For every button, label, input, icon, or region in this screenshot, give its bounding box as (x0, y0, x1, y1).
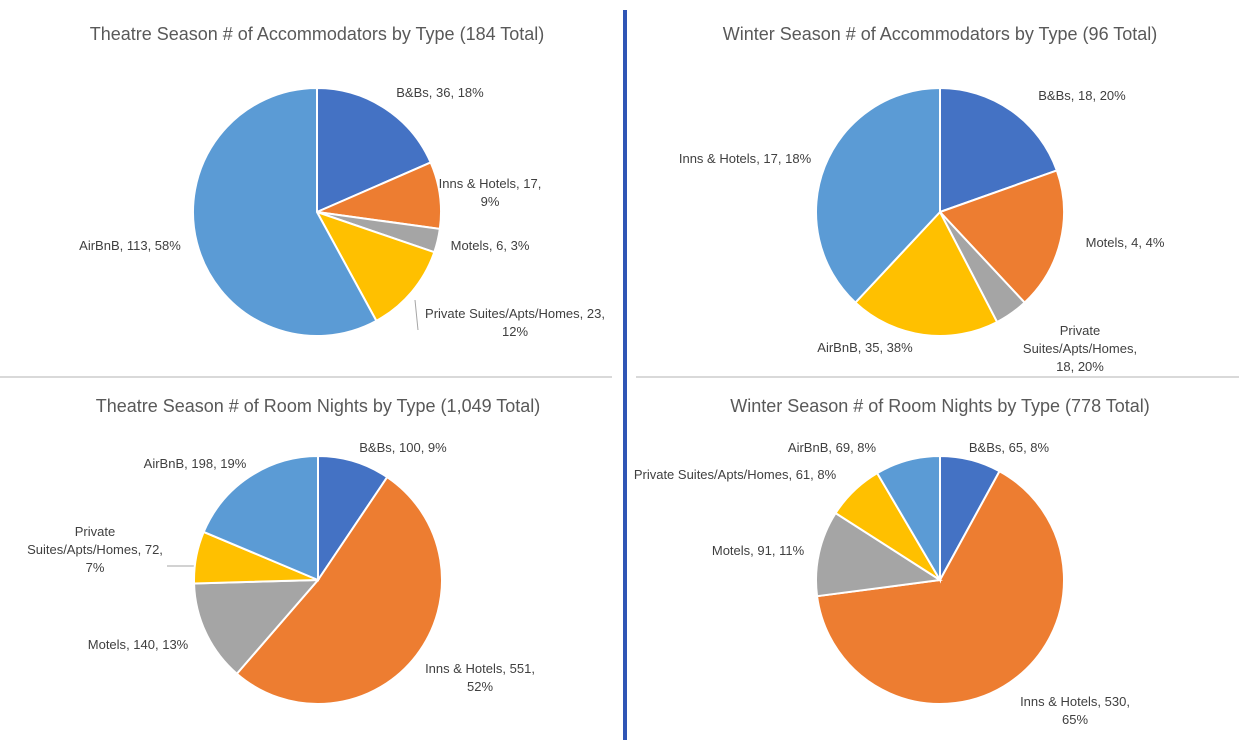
label-value: 91, 11% (757, 543, 805, 558)
label-value: 35, 38% (865, 340, 913, 355)
label-category: Private Suites/Apts/Homes (425, 306, 580, 321)
label-value: 61, 8% (795, 467, 837, 482)
label-value: 551, 52% (466, 661, 535, 694)
chart-title: Winter Season # of Room Nights by Type (… (730, 396, 1150, 416)
data-label: Private Suites/Apts/Homes, 72, 7% (27, 524, 163, 575)
label-value: 6, 3% (496, 238, 530, 253)
label-category: Private Suites/Apts/Homes (1022, 323, 1134, 356)
pie-slice (938, 169, 1065, 305)
data-label: AirBnB, 69, 8% (787, 440, 877, 455)
label-category: Motels (1085, 235, 1124, 250)
label-category: AirBnB (817, 340, 858, 355)
label-value: 198, 19% (191, 456, 247, 471)
label-category: AirBnB (787, 440, 829, 455)
data-label: Inns & Hotels, 551, 52% (425, 661, 535, 694)
label-value: 36, 18% (436, 85, 484, 100)
data-label: Inns & Hotels, 17, 9% (438, 176, 542, 209)
pie-slice (815, 511, 943, 598)
label-category: B&Bs (968, 440, 1002, 455)
chart-title: Winter Season # of Accommodators by Type… (722, 24, 1158, 44)
data-label: B&Bs, 18, 20% (1038, 88, 1126, 103)
label-category: Private Suites/Apts/Homes (633, 467, 789, 482)
label-category: AirBnB (79, 238, 120, 253)
pie-slice (316, 86, 432, 214)
data-label: B&Bs, 100, 9% (359, 440, 447, 455)
pie-slice (235, 475, 443, 705)
data-label: AirBnB, 35, 38% (817, 340, 913, 355)
pie-slice (939, 86, 1059, 214)
label-value: 18, 20% (1056, 359, 1104, 374)
label-category: Inns & Hotels (438, 176, 516, 191)
pie-slice (815, 86, 941, 305)
data-label: AirBnB, 198, 19% (143, 456, 247, 471)
label-category: Motels (711, 543, 751, 558)
label-value: 23, 12% (501, 306, 605, 339)
pie-slice (192, 86, 378, 337)
label-category: B&Bs (396, 85, 429, 100)
label-value: 530, 65% (1061, 694, 1130, 727)
data-label: Inns & Hotels, 17, 18% (678, 151, 812, 166)
data-label: B&Bs, 65, 8% (968, 440, 1050, 455)
label-category: Motels (87, 637, 127, 652)
data-label: B&Bs, 36, 18% (396, 85, 484, 100)
chart-title: Theatre Season # of Accommodators by Typ… (89, 24, 545, 44)
data-label: Private Suites/Apts/Homes, 23, 12% (425, 306, 605, 339)
pie-slice (314, 210, 436, 323)
chart-title: Theatre Season # of Room Nights by Type … (95, 396, 541, 416)
pie-slice (193, 578, 321, 676)
label-value: 17, 18% (763, 151, 812, 166)
data-label: AirBnB, 113, 58% (79, 238, 181, 253)
label-category: Inns & Hotels (678, 151, 757, 166)
label-category: B&Bs (1038, 88, 1071, 103)
label-value: 140, 13% (133, 637, 189, 652)
label-category: Inns & Hotels (425, 661, 503, 676)
data-label: Private Suites/Apts/Homes, 61, 8% (633, 467, 837, 482)
label-value: 4, 4% (1131, 235, 1165, 250)
pie-slice (853, 210, 999, 337)
data-label: Motels, 140, 13% (87, 637, 189, 652)
data-label: Private Suites/Apts/Homes, 18, 20% (1022, 323, 1138, 374)
label-value: 18, 20% (1078, 88, 1126, 103)
pie-slice (815, 469, 1065, 705)
data-label: Motels, 6, 3% (450, 238, 530, 253)
pie-slice (875, 454, 941, 584)
label-value: 17, 9% (480, 176, 542, 209)
label-value: 69, 8% (835, 440, 877, 455)
label-category: AirBnB (143, 456, 185, 471)
label-category: Motels (450, 238, 489, 253)
label-value: 113, 58% (126, 238, 181, 253)
data-label: Motels, 91, 11% (711, 543, 805, 558)
leader-line (414, 299, 419, 331)
pie-slice (202, 454, 319, 582)
label-value: 65, 8% (1008, 440, 1050, 455)
data-label: Motels, 4, 4% (1085, 235, 1165, 250)
label-category: Inns & Hotels (1020, 694, 1098, 709)
label-value: 72, 7% (85, 542, 163, 575)
data-label: Inns & Hotels, 530, 65% (1020, 694, 1130, 727)
label-value: 100, 9% (399, 440, 447, 455)
label-category: Private Suites/Apts/Homes (27, 524, 138, 557)
label-category: B&Bs (359, 440, 392, 455)
